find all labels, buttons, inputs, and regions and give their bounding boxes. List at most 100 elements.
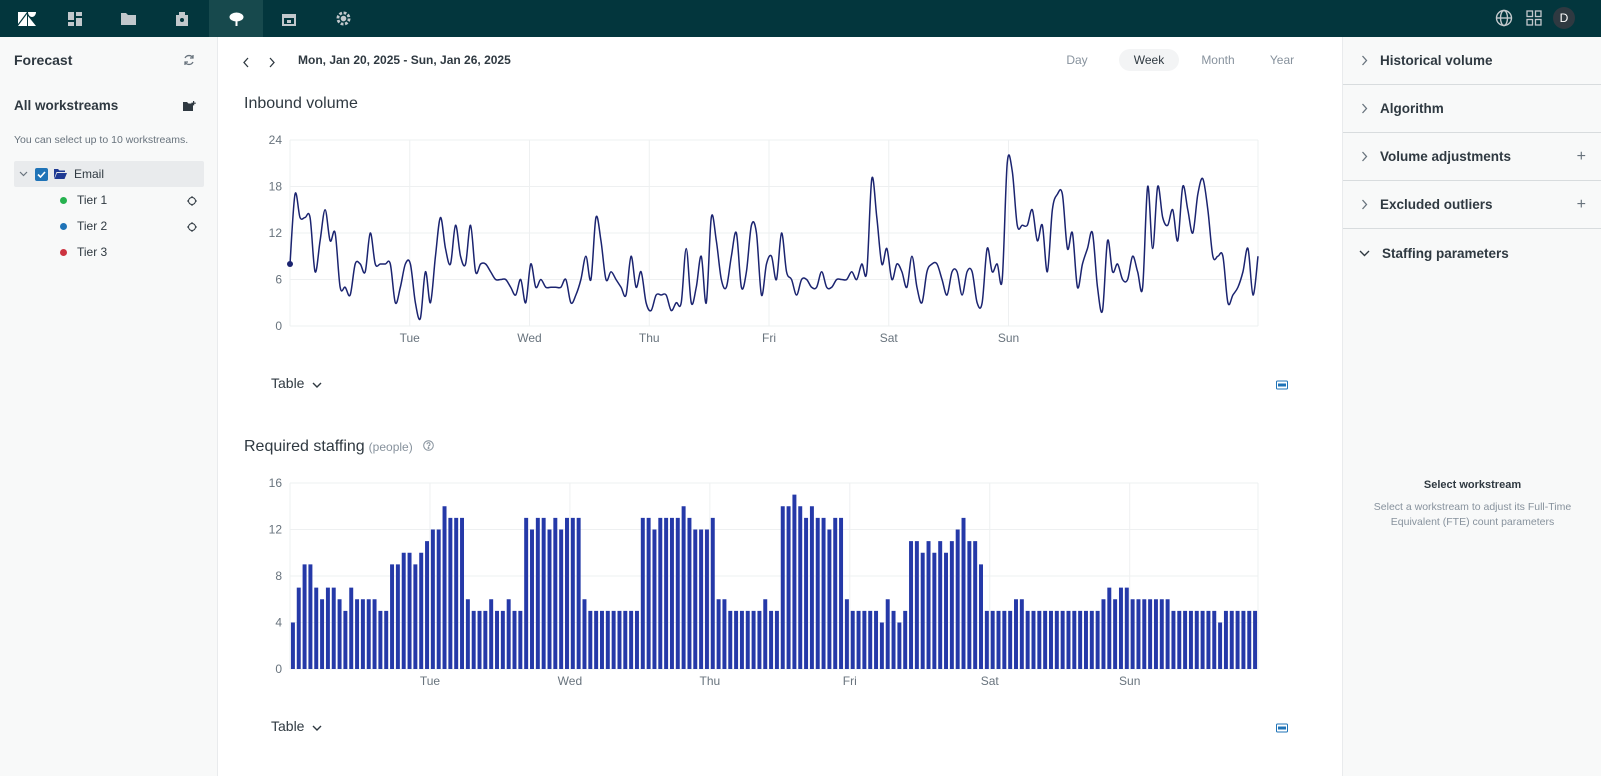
workstream-label: Tier 1 — [77, 193, 108, 207]
x-tick-label: Fri — [762, 331, 776, 345]
staffing-bar — [611, 610, 616, 669]
accordion-excluded-outliers[interactable]: Excluded outliers + — [1343, 181, 1601, 229]
dashboard-icon[interactable] — [48, 0, 102, 37]
chevron-right-icon[interactable] — [268, 55, 276, 73]
plus-icon[interactable]: + — [1576, 195, 1586, 213]
globe-icon[interactable] — [1493, 7, 1515, 29]
accordion-volume-adjustments[interactable]: Volume adjustments + — [1343, 133, 1601, 181]
staffing-bar — [949, 541, 954, 669]
forecast-icon[interactable] — [209, 0, 263, 37]
refresh-icon[interactable] — [183, 53, 195, 71]
staffing-bar — [1060, 610, 1065, 669]
start-point-marker — [287, 261, 293, 267]
help-icon[interactable] — [423, 438, 434, 456]
status-dot — [60, 248, 67, 256]
staffing-bar — [413, 564, 418, 669]
period-year-button[interactable]: Year — [1269, 53, 1295, 67]
staffing-bar — [395, 564, 400, 669]
staffing-bar — [1212, 610, 1217, 669]
staffing-bar — [967, 541, 972, 669]
selection-hint: You can select up to 10 workstreams. — [14, 134, 189, 146]
download-csv-icon[interactable] — [1276, 378, 1288, 396]
chevron-down-icon[interactable] — [19, 171, 29, 177]
inbound-table-toggle[interactable]: Table — [271, 375, 322, 391]
staffing-bar — [489, 599, 494, 669]
plus-icon[interactable]: + — [1576, 147, 1586, 165]
staffing-bar — [1165, 599, 1170, 669]
staffing-bar — [530, 529, 534, 669]
contacts-icon[interactable] — [155, 0, 209, 37]
x-tick-label: Wed — [558, 674, 582, 688]
add-folder-icon[interactable] — [183, 99, 196, 117]
target-icon[interactable] — [187, 221, 197, 235]
tree-folder-email[interactable]: Email — [14, 161, 204, 187]
staffing-table-toggle[interactable]: Table — [271, 718, 322, 734]
staffing-bar — [833, 517, 838, 669]
email-checkbox[interactable] — [35, 167, 48, 181]
staffing-bar — [1083, 610, 1088, 669]
staffing-bar — [1078, 610, 1083, 669]
staffing-bar — [1014, 599, 1018, 669]
chevron-right-icon — [1361, 103, 1368, 114]
staffing-bar — [290, 622, 295, 669]
staffing-bar — [821, 517, 826, 669]
calendar-icon[interactable] — [262, 0, 316, 37]
staffing-bar — [594, 610, 599, 669]
zendesk-logo-icon[interactable] — [0, 0, 54, 37]
staffing-bar — [984, 610, 989, 669]
list-item[interactable]: Tier 2 — [14, 213, 204, 239]
period-month-button[interactable]: Month — [1201, 53, 1235, 67]
settings-icon[interactable] — [316, 0, 370, 37]
download-csv-icon[interactable] — [1276, 721, 1288, 739]
staffing-bar — [728, 610, 733, 669]
staffing-bar — [320, 599, 325, 669]
user-avatar[interactable]: D — [1553, 7, 1575, 29]
period-week-button[interactable]: Week — [1119, 49, 1179, 71]
staffing-bar — [1142, 599, 1147, 669]
accordion-algorithm[interactable]: Algorithm — [1343, 85, 1601, 133]
staffing-bar — [973, 541, 978, 669]
accordion-staffing-parameters[interactable]: Staffing parameters — [1343, 229, 1601, 277]
forecast-settings-panel: Historical volume Algorithm Volume adjus… — [1342, 37, 1601, 776]
staffing-bar — [693, 529, 698, 669]
staffing-bar — [827, 529, 832, 669]
staffing-bar — [460, 517, 465, 669]
staffing-bar — [1183, 610, 1188, 669]
staffing-bar — [1229, 610, 1234, 669]
period-day-button[interactable]: Day — [1066, 53, 1088, 67]
list-item[interactable]: Tier 1 — [14, 187, 204, 213]
staffing-bar — [296, 587, 301, 669]
staffing-bar — [384, 610, 389, 669]
apps-grid-icon[interactable] — [1523, 7, 1545, 29]
chevron-left-icon[interactable] — [242, 55, 250, 73]
y-tick-label: 16 — [269, 476, 283, 490]
staffing-bar — [623, 610, 628, 669]
staffing-bar — [565, 517, 569, 669]
folder-icon[interactable] — [101, 0, 155, 37]
y-tick-label: 18 — [269, 180, 283, 194]
staffing-bar — [308, 564, 313, 669]
staffing-bar — [769, 610, 774, 669]
status-dot — [60, 222, 67, 230]
x-tick-label: Wed — [517, 331, 541, 345]
target-icon[interactable] — [187, 195, 197, 209]
staffing-bar — [979, 564, 983, 669]
staffing-bar — [1066, 610, 1071, 669]
staffing-bar — [751, 610, 756, 669]
staffing-bar — [500, 610, 505, 669]
staffing-bar — [1130, 599, 1135, 669]
y-tick-label: 4 — [275, 616, 282, 630]
y-tick-label: 0 — [275, 662, 282, 676]
staffing-bar — [1043, 610, 1048, 669]
staffing-bar — [839, 517, 844, 669]
staffing-bar — [891, 610, 896, 669]
accordion-historical-volume[interactable]: Historical volume — [1343, 37, 1601, 85]
list-item[interactable]: Tier 3 — [14, 239, 204, 265]
all-workstreams-heading: All workstreams — [14, 98, 119, 113]
staffing-bar — [874, 610, 879, 669]
staffing-bar — [599, 610, 604, 669]
staffing-bar — [646, 517, 651, 669]
staffing-bar — [675, 517, 680, 669]
staffing-bar — [617, 610, 622, 669]
staffing-bar — [1019, 599, 1024, 669]
